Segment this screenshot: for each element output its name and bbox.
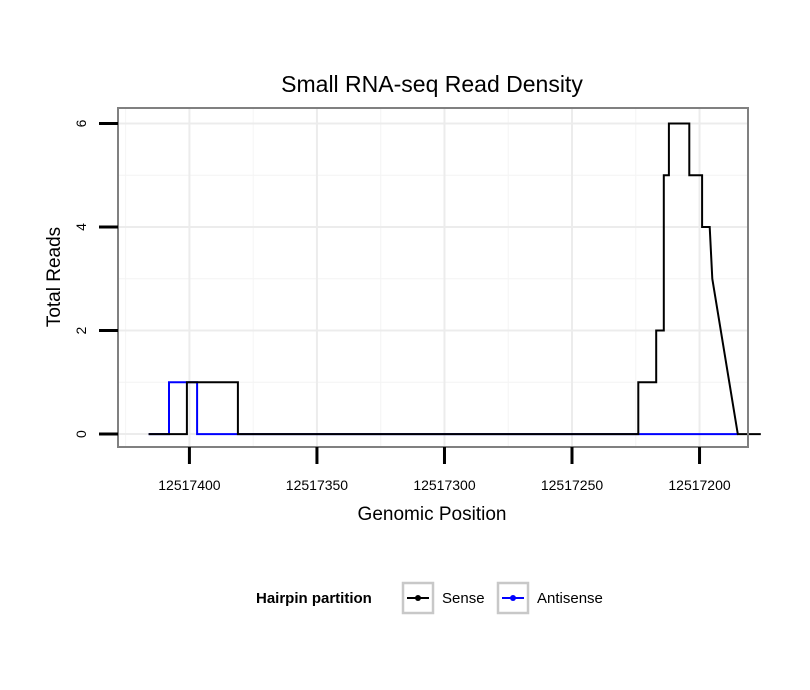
legend-point-antisense	[510, 595, 516, 601]
series-line-sense	[148, 122, 761, 436]
x-tick-label: 12517200	[668, 477, 731, 493]
plot-area	[117, 107, 761, 448]
y-tick-label: 4	[73, 223, 89, 231]
x-tick-label: 12517400	[158, 477, 221, 493]
legend-title: Hairpin partition	[256, 590, 372, 607]
y-tick-label: 6	[73, 119, 89, 127]
x-axis-title: Genomic Position	[358, 504, 507, 525]
x-axis: 12517400 12517350 12517300 12517250 12517200	[158, 447, 731, 493]
chart-title: Small RNA-seq Read Density	[281, 71, 583, 97]
plot-border	[117, 107, 749, 448]
legend-item-antisense: Antisense	[496, 581, 603, 615]
y-axis: 0 2 4 6	[73, 119, 118, 438]
y-tick-label: 0	[73, 430, 89, 438]
y-tick-label: 2	[73, 326, 89, 334]
plot-panel	[118, 108, 748, 447]
legend-point-sense	[415, 595, 421, 601]
x-tick-label: 12517300	[413, 477, 476, 493]
legend-label-sense: Sense	[442, 590, 485, 607]
series-layer	[148, 122, 761, 436]
legend-item-sense: Sense	[401, 581, 485, 615]
x-tick-label: 12517350	[286, 477, 349, 493]
y-axis-title: Total Reads	[44, 227, 65, 327]
x-tick-label: 12517250	[541, 477, 604, 493]
legend: Hairpin partition Sense Antisense	[256, 581, 603, 615]
legend-label-antisense: Antisense	[537, 590, 603, 607]
